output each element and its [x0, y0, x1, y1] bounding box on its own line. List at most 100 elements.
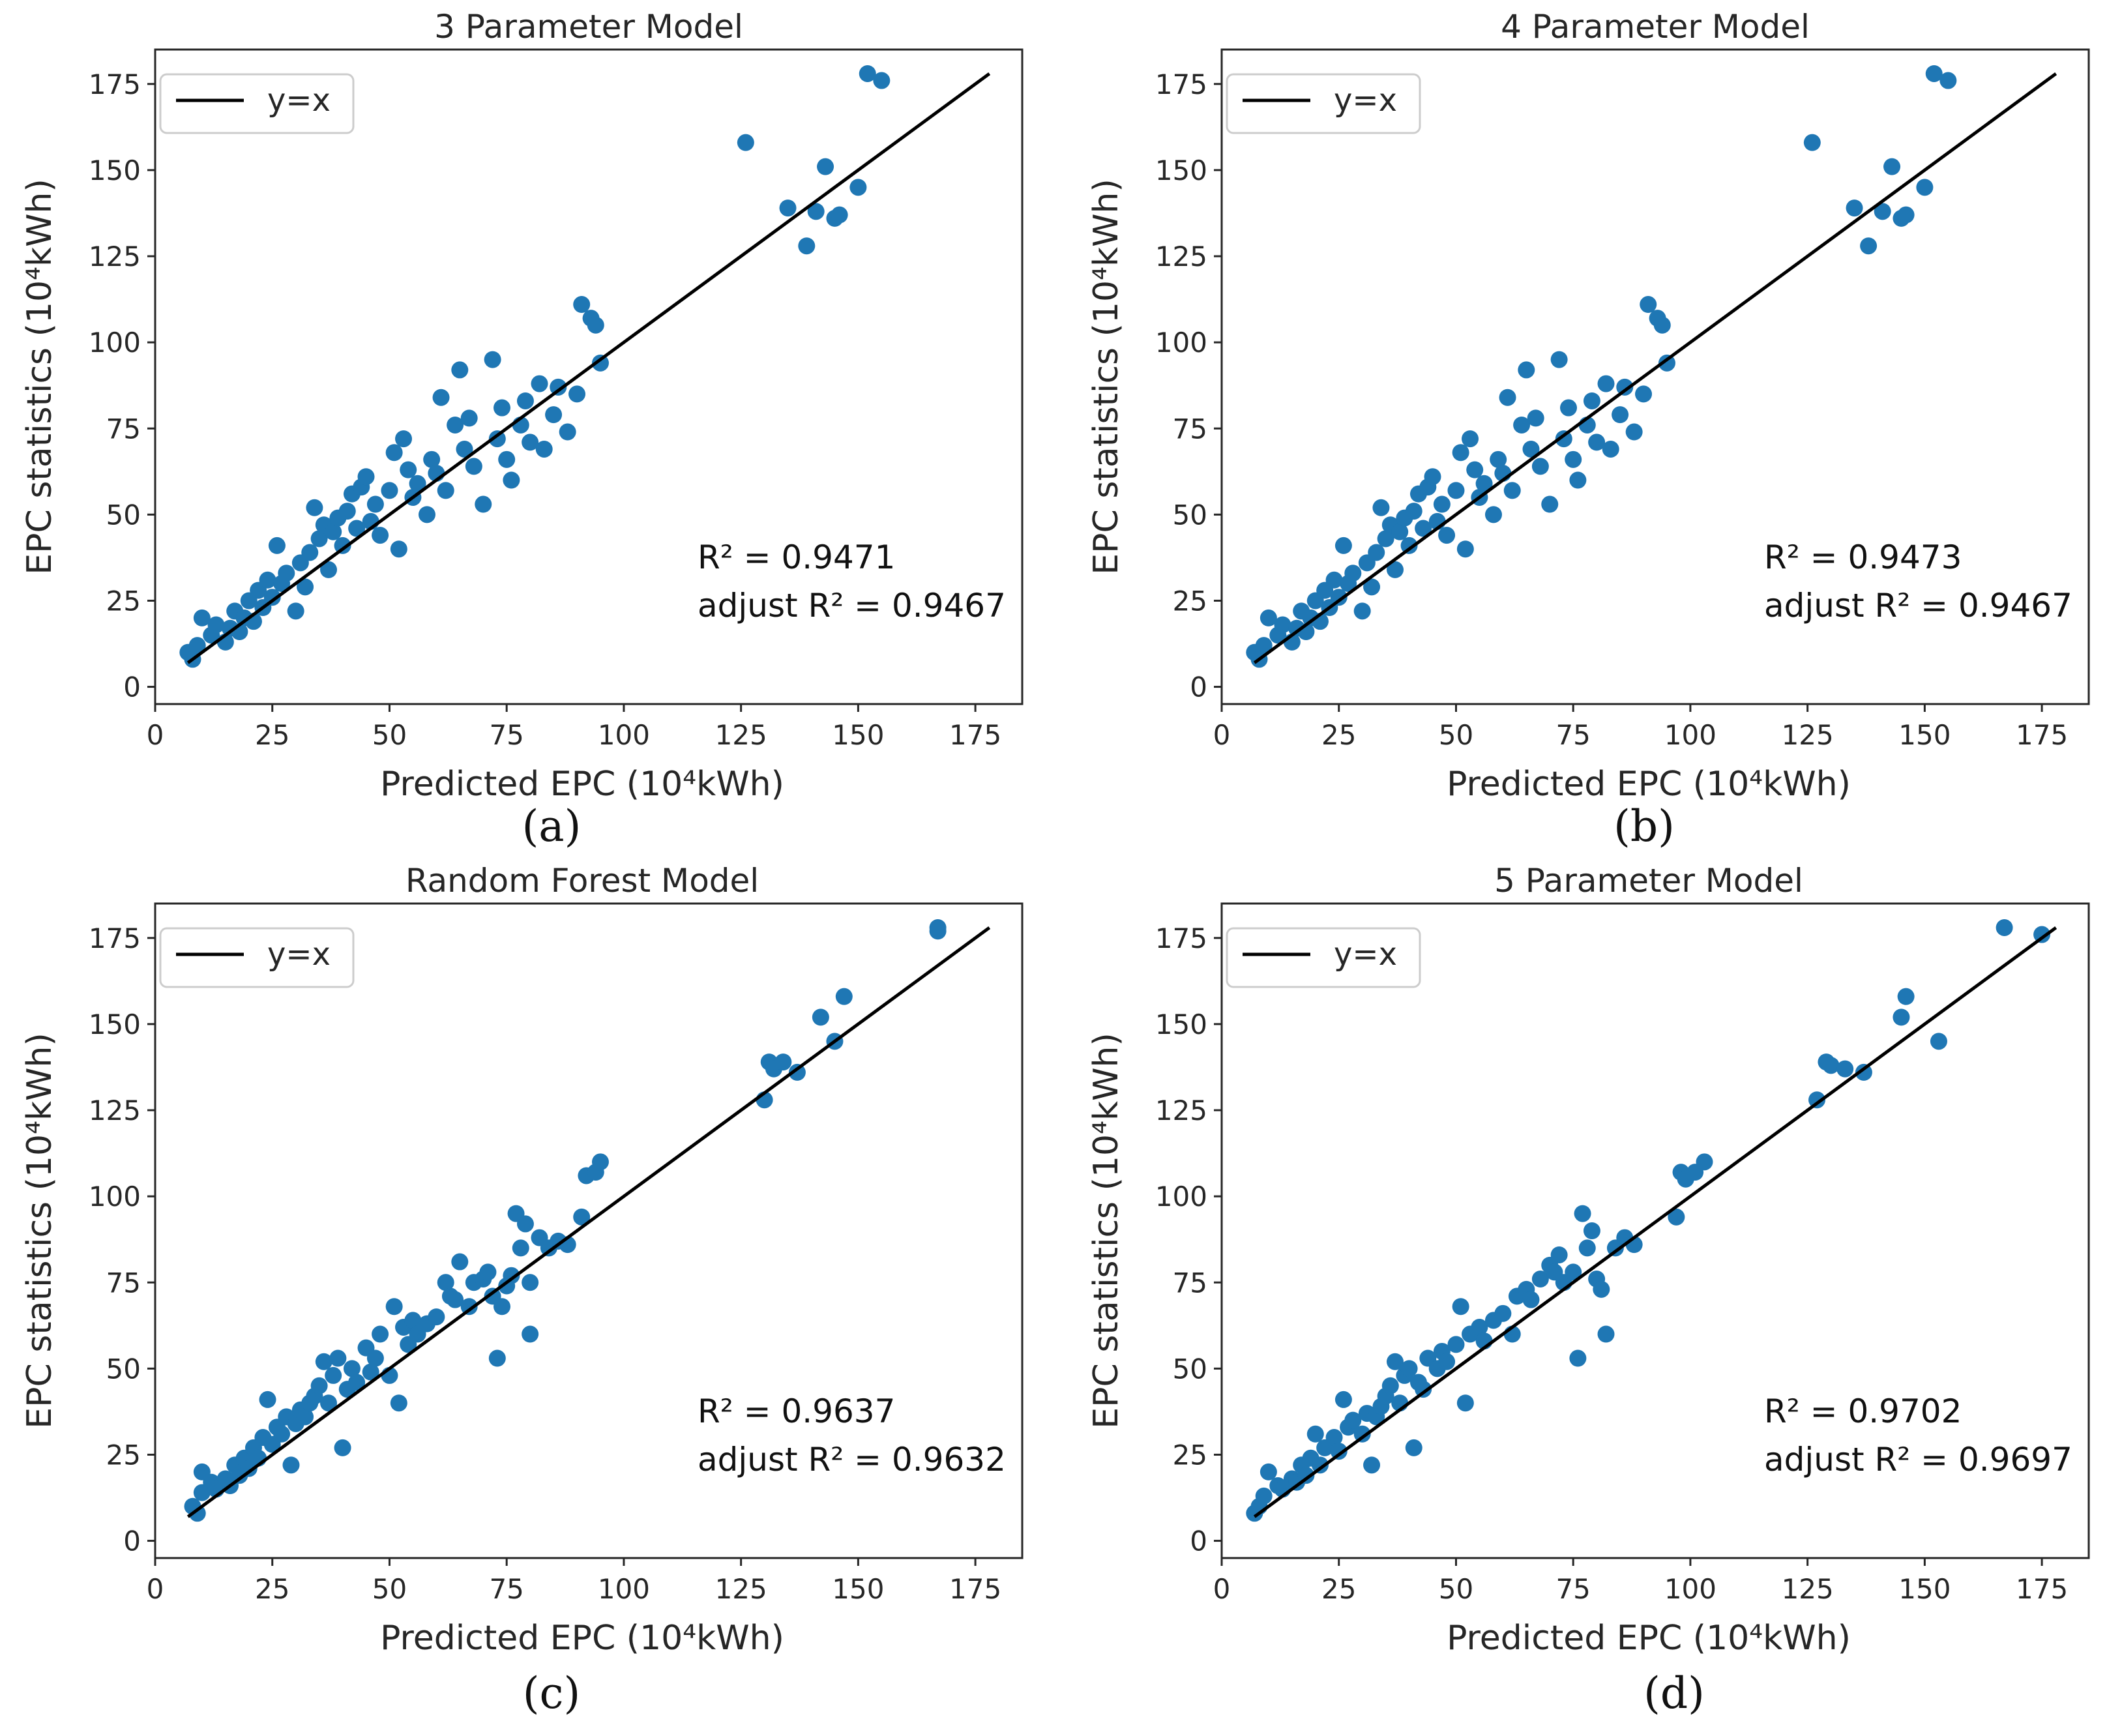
data-point — [1822, 1057, 1840, 1074]
y-tick-marks — [1214, 937, 1222, 1542]
data-point — [812, 1008, 829, 1026]
data-point — [301, 544, 319, 561]
y-tick-marks — [147, 937, 155, 1542]
y-tick-label: 25 — [1173, 1439, 1207, 1471]
adj-r2-annotation: adjust R² = 0.9467 — [698, 587, 1006, 625]
y-equals-x-line — [186, 72, 991, 664]
data-point — [1531, 1270, 1549, 1287]
data-point — [1522, 1291, 1540, 1308]
data-point — [1930, 1033, 1947, 1050]
panel-title: 4 Parameter Model — [1501, 8, 1810, 46]
x-tick-label: 75 — [1555, 1573, 1590, 1605]
data-point — [1925, 65, 1943, 82]
x-axis-label: Predicted EPC (10⁴kWh) — [1447, 1619, 1851, 1658]
data-point — [1424, 468, 1441, 486]
data-point — [1846, 199, 1863, 217]
x-tick-label: 25 — [255, 719, 289, 751]
scatter-points — [1246, 65, 1957, 668]
data-point — [835, 988, 853, 1005]
data-point — [357, 468, 375, 486]
data-point — [1550, 351, 1568, 368]
data-point — [774, 1053, 792, 1071]
data-point — [1372, 499, 1390, 516]
data-point — [1583, 1222, 1600, 1239]
data-point — [1255, 637, 1273, 655]
data-point — [465, 458, 482, 475]
data-point — [929, 919, 947, 936]
adj-r2-annotation: adjust R² = 0.9467 — [1764, 587, 2072, 625]
data-point — [343, 1360, 361, 1377]
data-point — [372, 1325, 389, 1343]
x-tick-label: 75 — [1555, 719, 1590, 751]
y-tick-labels: 0 25 50 75 100 125 150 175 — [1155, 922, 1207, 1557]
data-point — [1311, 1456, 1329, 1474]
data-point — [779, 199, 797, 217]
legend: y=x — [159, 73, 355, 134]
data-point — [1363, 1456, 1381, 1474]
x-tick-label: 150 — [1898, 1573, 1951, 1605]
x-tick-marks — [154, 1558, 977, 1566]
data-point — [559, 423, 576, 441]
data-point — [1363, 578, 1381, 596]
data-point — [418, 506, 435, 523]
legend-box — [159, 927, 355, 988]
data-point — [310, 530, 328, 548]
data-point — [1475, 475, 1493, 492]
data-point — [1803, 134, 1821, 151]
r2-annotation: R² = 0.9473 — [1764, 538, 1962, 576]
y-tick-label: 100 — [89, 1181, 141, 1213]
data-point — [1569, 471, 1587, 489]
panel-caption: (c) — [523, 1668, 580, 1718]
x-axis-label: Predicted EPC (10⁴kWh) — [380, 1619, 784, 1658]
x-axis-label: Predicted EPC (10⁴kWh) — [1447, 765, 1851, 804]
data-point — [1405, 503, 1422, 520]
data-point — [1353, 1425, 1371, 1443]
data-point — [1860, 237, 1878, 255]
data-point — [484, 351, 501, 368]
data-point — [1527, 409, 1544, 427]
data-point — [1260, 609, 1277, 626]
data-point — [1897, 206, 1915, 224]
y-axis-label: EPC statistics (10⁴kWh) — [1087, 1033, 1126, 1428]
y-tick-label: 125 — [1155, 1095, 1207, 1126]
y-tick-label: 100 — [89, 327, 141, 359]
data-point — [488, 1349, 506, 1367]
data-point — [1916, 179, 1934, 196]
data-point — [1255, 1487, 1273, 1505]
data-point — [1503, 482, 1521, 499]
data-point — [400, 461, 417, 478]
y-tick-label: 175 — [89, 922, 141, 954]
data-point — [372, 527, 389, 544]
y-tick-label: 25 — [106, 585, 141, 617]
scatter-points — [179, 65, 891, 668]
data-point — [1415, 1381, 1432, 1398]
x-tick-label: 100 — [598, 1573, 650, 1605]
data-point — [423, 450, 441, 468]
data-point — [1330, 1443, 1348, 1460]
data-point — [1400, 1360, 1418, 1377]
panel-title: Random Forest Model — [405, 862, 759, 900]
data-point — [1447, 1336, 1465, 1353]
data-point — [306, 499, 323, 516]
y-tick-label: 75 — [106, 1267, 141, 1299]
data-point — [1325, 571, 1343, 589]
data-point — [334, 537, 351, 554]
x-tick-label: 0 — [147, 719, 164, 751]
data-point — [409, 475, 426, 492]
data-point — [1518, 361, 1535, 379]
y-tick-label: 0 — [1190, 1525, 1207, 1557]
plot-frame — [154, 48, 1024, 705]
data-point — [404, 1312, 422, 1329]
x-tick-label: 50 — [372, 1573, 407, 1605]
x-tick-marks — [1220, 704, 2043, 712]
r2-annotation: R² = 0.9471 — [698, 538, 895, 576]
data-point — [1640, 296, 1657, 314]
data-point — [460, 409, 478, 427]
data-point — [297, 1408, 314, 1426]
y-tick-label: 50 — [106, 499, 141, 531]
data-point — [1588, 434, 1606, 451]
data-point — [1456, 1394, 1474, 1412]
x-tick-label: 75 — [489, 1573, 523, 1605]
data-point — [1325, 1429, 1343, 1447]
data-point — [831, 206, 848, 224]
